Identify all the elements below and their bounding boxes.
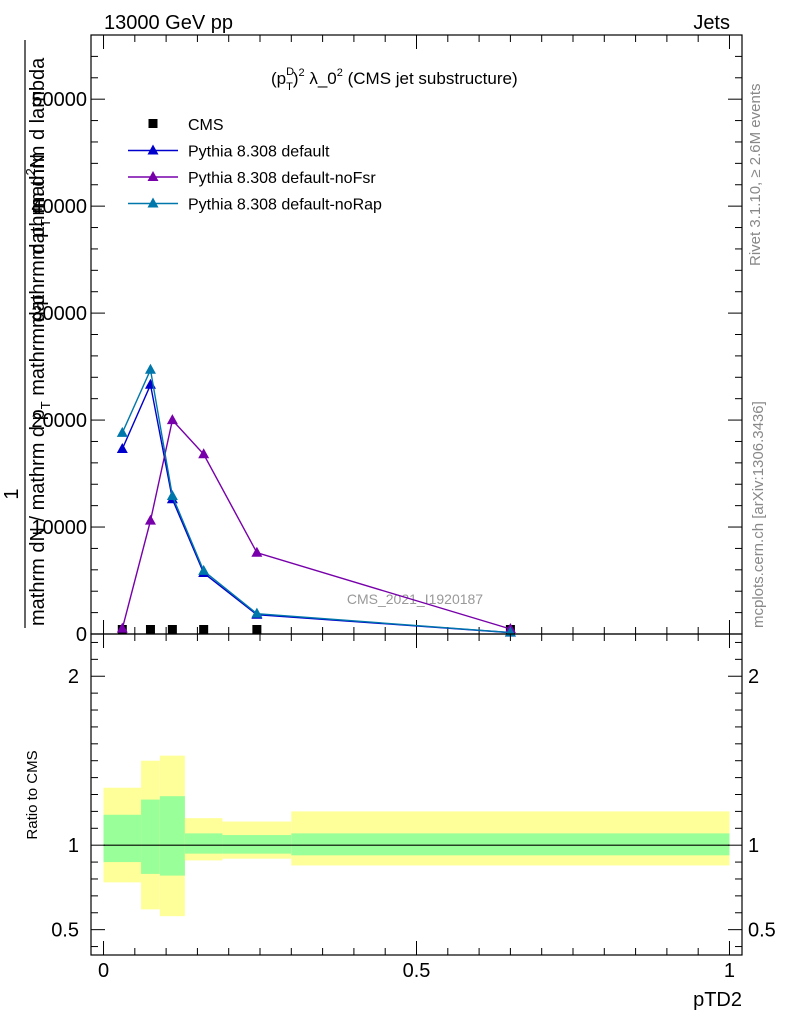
series-line-noRap: [121, 367, 511, 634]
ratio-y-axis: 0.5 0.5 1 1 2 2: [51, 641, 776, 948]
header-right: Jets: [693, 12, 730, 34]
legend-item-noRap: Pythia 8.308 default-noRap: [128, 197, 382, 214]
x-axis-label: pTD2: [693, 989, 742, 1011]
legend-item-default: Pythia 8.308 default: [128, 144, 330, 161]
legend-label: Pythia 8.308 default-noFsr: [188, 170, 376, 187]
ylabel-g1-sup: 2: [23, 168, 38, 175]
ratio-panel: 0.5 0.51 12 2 0 0.5 1 Ratio to CMS pTD2: [24, 633, 776, 1011]
series-cms: [117, 625, 515, 634]
title-pre: (p: [271, 69, 286, 88]
mcplots-label: mcplots.cern.ch [arXiv:1306.3436]: [750, 401, 767, 628]
title-mid: λ_0: [305, 69, 337, 88]
point-noFsr: [144, 514, 156, 525]
ratio-band-inner: [141, 799, 160, 874]
legend-label: CMS: [188, 117, 224, 134]
legend-label: Pythia 8.308 default: [188, 144, 330, 161]
point-cms: [252, 625, 262, 634]
legend-item-noFsr: Pythia 8.308 default-noFsr: [128, 170, 376, 187]
ratio-ytick-label-right: 1: [748, 835, 759, 857]
ratio-band-inner: [222, 835, 292, 854]
legend-marker: [148, 119, 158, 128]
ratio-ylabel: Ratio to CMS: [24, 750, 41, 839]
ylabel-g2-sub: T: [38, 219, 53, 227]
point-noRap: [251, 607, 263, 618]
main-ytick-label: 30000: [31, 303, 87, 325]
ratio-x-axis: 0 0.5 1: [98, 634, 735, 982]
ratio-band-inner: [184, 833, 223, 854]
main-ytick-label: 50000: [31, 89, 87, 111]
point-cms: [145, 625, 155, 634]
ratio-band-inner: [291, 833, 730, 856]
legend-item-cms: CMS: [148, 117, 224, 134]
ylabel-g1-tail: N: [27, 154, 49, 168]
point-cms: [199, 625, 209, 634]
main-ytick-label: 10000: [31, 517, 87, 539]
ylabel-one: 1: [1, 488, 23, 499]
ylabel-g2-tail: mathrm d lambda: [27, 57, 49, 219]
point-noFsr: [166, 414, 178, 425]
ratio-xtick-label: 0.5: [403, 960, 431, 982]
point-noRap: [144, 363, 156, 374]
ratio-bands: [103, 755, 730, 917]
plot-title: (pD T)2 λ_02 (CMS jet substructure): [271, 66, 518, 93]
ylabel-g2-text: mathrm d p: [27, 227, 49, 328]
legend-marker: [147, 144, 159, 155]
point-default: [116, 442, 128, 453]
main-x-axis-ticks: [103, 35, 730, 634]
main-ytick-label: 40000: [31, 196, 87, 218]
legend: CMS Pythia 8.308 default Pythia 8.308 defa…: [128, 117, 382, 214]
point-default: [144, 378, 156, 389]
ratio-xtick-label: 0: [98, 960, 109, 982]
ratio-frame: [90, 633, 743, 956]
title-post: ): [293, 69, 299, 88]
title-tail: (CMS jet substructure): [343, 69, 518, 88]
ratio-band-inner: [103, 814, 142, 863]
ylabel-garbled-1: mathrm d2N: [23, 154, 49, 260]
main-y-axis: 0 10000 20000 30000 40000 50000: [31, 34, 742, 646]
ylabel-g1-text: mathrm d: [27, 176, 49, 260]
ratio-ytick-label-right: 0.5: [748, 920, 776, 942]
ratio-ytick-label-right: 2: [748, 666, 759, 688]
point-noFsr: [251, 546, 263, 557]
ylabel-g3-tail: mathrm d p: [27, 295, 49, 402]
main-ytick-label: 0: [76, 624, 87, 646]
rivet-label: Rivet 3.1.10, ≥ 2.6M events: [747, 84, 764, 267]
header-left: 13000 GeV pp: [104, 12, 233, 34]
point-cms: [167, 625, 177, 634]
analysis-watermark: CMS_2021_I1920187: [347, 591, 483, 607]
title-sup-2: 2: [298, 67, 304, 79]
ratio-ytick-label: 2: [68, 666, 79, 688]
legend-label: Pythia 8.308 default-noRap: [188, 197, 382, 214]
ratio-ytick-label: 0.5: [51, 920, 79, 942]
point-noFsr: [198, 448, 210, 459]
point-noRap: [116, 426, 128, 437]
main-ytick-label: 20000: [31, 410, 87, 432]
title-sup-d: D: [286, 66, 294, 78]
ratio-xtick-label: 1: [724, 960, 735, 982]
ylabel-garbled-3: mathrm dN / mathrm d pT mathrm d p: [27, 295, 53, 626]
title-sub-t: T: [286, 81, 293, 93]
title-sup-3: 2: [337, 67, 343, 79]
point-noRap: [166, 490, 178, 501]
legend-marker: [147, 171, 159, 181]
ratio-ytick-label: 1: [68, 835, 79, 857]
ylabel-g3-sub: T: [38, 401, 53, 409]
series-line-default: [121, 382, 511, 634]
ylabel-garbled-2: mathrm d pT mathrm d lambda: [27, 57, 53, 328]
ratio-band-inner: [159, 796, 185, 876]
legend-marker: [147, 197, 159, 208]
series-line-noFsr: [121, 418, 511, 630]
point-noFsr: [116, 622, 128, 633]
point-noRap: [198, 564, 210, 575]
ylabel-g3-text: mathrm dN / mathrm d p: [27, 409, 49, 626]
